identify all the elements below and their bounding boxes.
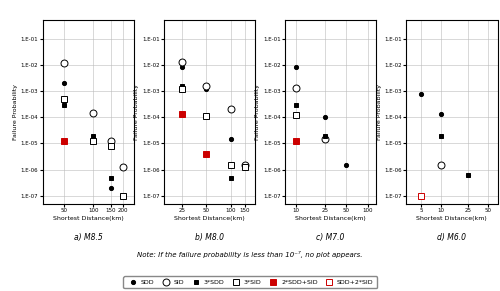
X-axis label: Shortest Distance(km): Shortest Distance(km) [416,216,487,221]
Y-axis label: Failure Probability: Failure Probability [376,84,382,140]
X-axis label: Shortest Distance(km): Shortest Distance(km) [295,216,366,221]
X-axis label: Shortest Distance(km): Shortest Distance(km) [174,216,245,221]
Y-axis label: Failure Probability: Failure Probability [256,84,260,140]
Y-axis label: Failure Probability: Failure Probability [134,84,139,140]
Legend: SDD, SID, 3*SDD, 3*SID, 2*SDD+SID, SDD+2*SID: SDD, SID, 3*SDD, 3*SID, 2*SDD+SID, SDD+2… [123,276,377,288]
Y-axis label: Failure Probability: Failure Probability [13,84,18,140]
Text: a) M8.5: a) M8.5 [74,233,102,242]
Text: Note: If the failure probability is less than 10⁻⁷, no plot appears.: Note: If the failure probability is less… [137,251,363,258]
X-axis label: Shortest Distance(km): Shortest Distance(km) [53,216,124,221]
Text: d) M6.0: d) M6.0 [438,233,466,242]
Text: c) M7.0: c) M7.0 [316,233,345,242]
Text: b) M8.0: b) M8.0 [195,233,224,242]
